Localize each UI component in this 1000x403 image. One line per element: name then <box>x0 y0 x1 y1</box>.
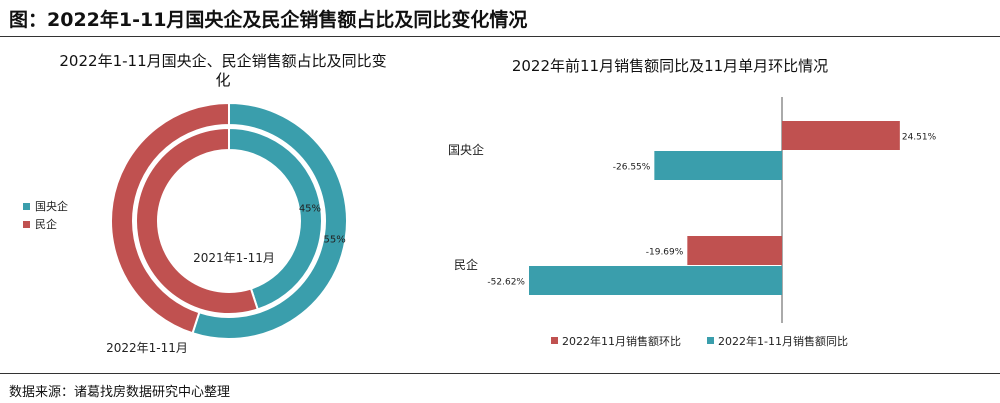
bar-legend-swatch-0 <box>551 337 558 344</box>
source-note: 数据来源：诸葛找房数据研究中心整理 <box>9 385 231 400</box>
category-label-0: 国央企 <box>448 142 484 157</box>
inner-ring-name: 2021年1-11月 <box>193 251 275 265</box>
bar-1-1 <box>529 266 782 295</box>
bar-0-1 <box>654 151 782 180</box>
figure-title: 图：2022年1-11月国央企及民企销售额占比及同比变化情况 <box>9 9 528 31</box>
bar-label-0-0: 24.51% <box>902 133 937 143</box>
bar-legend-label-0: 2022年11月销售额环比 <box>562 334 681 348</box>
outer-ring-slice-0 <box>191 101 348 340</box>
inner-ring-slice-1 <box>135 126 259 315</box>
bar-label-1-1: -52.62% <box>487 278 525 288</box>
category-label-1: 民企 <box>454 257 478 272</box>
outer-ring-name: 2022年1-11月 <box>106 341 188 355</box>
bar-label-0-1: -26.55% <box>613 163 651 173</box>
bar-1-0 <box>687 236 782 265</box>
bar-chart-title: 2022年前11月销售额同比及11月单月环比情况 <box>511 57 829 75</box>
bottom-rule <box>0 373 1000 374</box>
bar-0-0 <box>782 121 900 150</box>
legend-swatch-0 <box>23 203 30 210</box>
outer-ring-label-0: 55% <box>324 234 346 245</box>
top-rule <box>0 36 1000 37</box>
legend-swatch-1 <box>23 221 30 228</box>
donut-chart-title: 2022年1-11月国央企、民企销售额占比及同比变化 <box>59 52 387 89</box>
legend-label-0: 国央企 <box>35 199 68 213</box>
bar-label-1-0: -19.69% <box>646 248 684 258</box>
bar-legend-swatch-1 <box>707 337 714 344</box>
inner-ring-label-0: 45% <box>299 204 321 215</box>
bar-legend-label-1: 2022年1-11月销售额同比 <box>718 334 848 348</box>
outer-ring-slice-1 <box>110 101 230 335</box>
legend-label-1: 民企 <box>35 217 57 231</box>
